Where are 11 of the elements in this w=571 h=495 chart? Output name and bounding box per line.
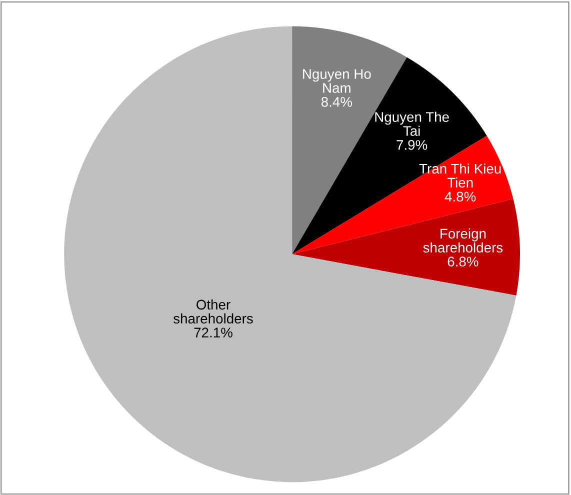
data-label: 72.1% — [194, 328, 232, 338]
data-label: 7.9% — [396, 140, 428, 150]
slice-label: Foreign shareholders — [423, 228, 503, 253]
pie-slice — [292, 136, 514, 254]
data-label: 6.8% — [448, 256, 478, 266]
slice-label: Nguyen Ho Nam — [303, 69, 371, 93]
data-label: 8.4% — [321, 96, 352, 107]
data-label: 4.8% — [444, 192, 476, 202]
slice-label: Nguyen The Tai — [375, 112, 449, 136]
pie-slice — [64, 26, 516, 482]
slice-label: Other shareholders — [173, 299, 253, 324]
